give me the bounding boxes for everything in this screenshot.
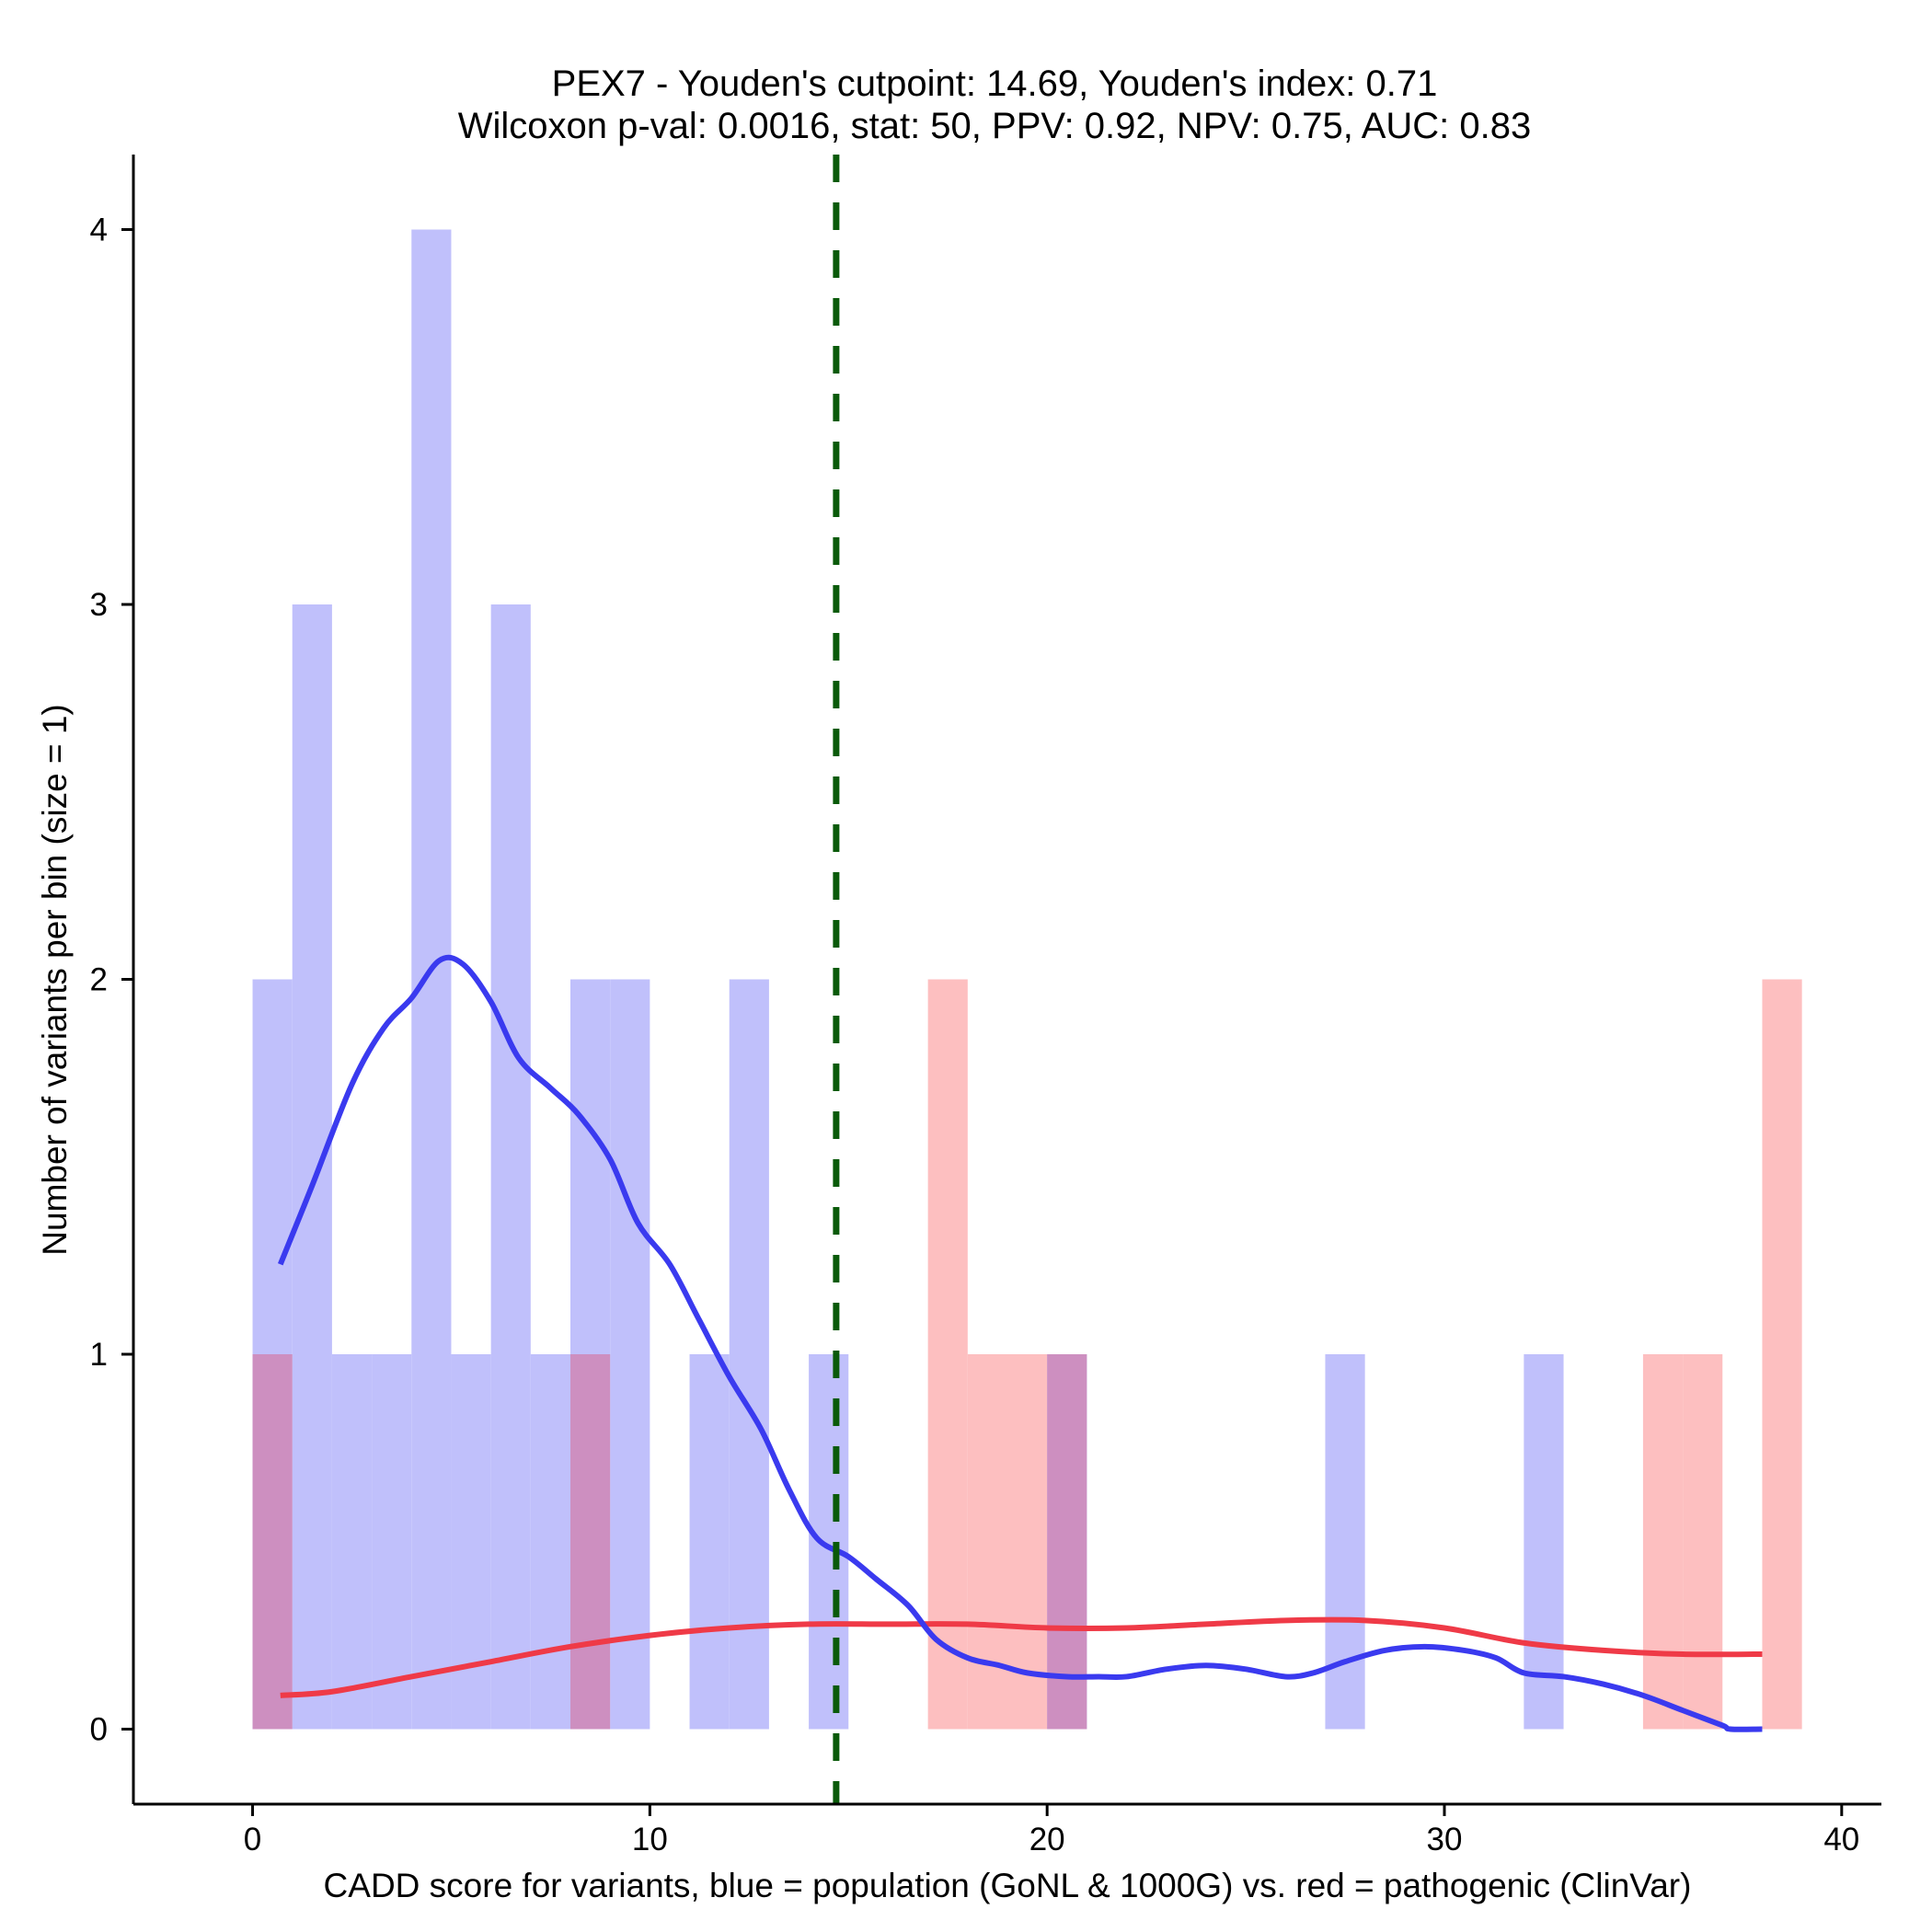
pathogenic-density-line [280, 1616, 1763, 1698]
population-bar-9 [610, 979, 650, 1730]
pathogenic-bar-35 [1642, 1354, 1684, 1730]
population-bar-2 [331, 1354, 373, 1730]
x-tick-label-20: 20 [1029, 1822, 1065, 1857]
pathogenic-bar-36 [1683, 1354, 1723, 1730]
pathogenic-bar-17 [927, 979, 968, 1730]
y-axis-label: Number of variants per bin (size = 1) [36, 704, 74, 1255]
population-bar-14 [809, 1354, 849, 1730]
x-tick-label-10: 10 [632, 1822, 668, 1857]
x-tick-label-40: 40 [1823, 1822, 1859, 1857]
population-bar-11 [689, 1354, 730, 1730]
density-lines-layer [277, 954, 1763, 1732]
chart-title-line1: PEX7 - Youden's cutpoint: 14.69, Youden'… [552, 63, 1438, 104]
population-bar-32 [1524, 1354, 1564, 1730]
x-tick-label-0: 0 [244, 1822, 261, 1857]
y-tick-label-0: 0 [90, 1712, 108, 1748]
pathogenic-bar-18 [967, 1354, 1007, 1730]
x-tick-label-30: 30 [1427, 1822, 1463, 1857]
population-bar-12 [729, 979, 769, 1730]
pathogenic-bar-19 [1007, 1354, 1048, 1730]
y-tick-label-4: 4 [90, 213, 108, 248]
overlap-bar-20 [1047, 1354, 1087, 1730]
population-bar-7 [530, 1354, 570, 1730]
population-bar-1 [292, 604, 332, 1730]
y-tick-label-2: 2 [90, 962, 108, 998]
population-bar-5 [451, 1354, 491, 1730]
axes-layer: 0 10 20 30 40 0 1 2 3 4 [90, 155, 1881, 1857]
y-tick-label-3: 3 [90, 587, 108, 623]
overlap-bar-8 [570, 1354, 611, 1730]
y-tick-label-1: 1 [90, 1337, 108, 1373]
population-bar-4 [411, 229, 452, 1730]
population-density-line [277, 954, 1763, 1732]
pathogenic-bar-38 [1762, 979, 1802, 1730]
overlap-bar-0 [252, 1354, 293, 1730]
chart-title-line2: Wilcoxon p-val: 0.0016, stat: 50, PPV: 0… [458, 106, 1532, 146]
bars-layer [252, 229, 1802, 1730]
x-axis-label: CADD score for variants, blue = populati… [324, 1867, 1692, 1904]
population-bar-3 [372, 1354, 412, 1730]
population-bar-27 [1325, 1354, 1365, 1730]
population-bar-6 [490, 604, 531, 1730]
